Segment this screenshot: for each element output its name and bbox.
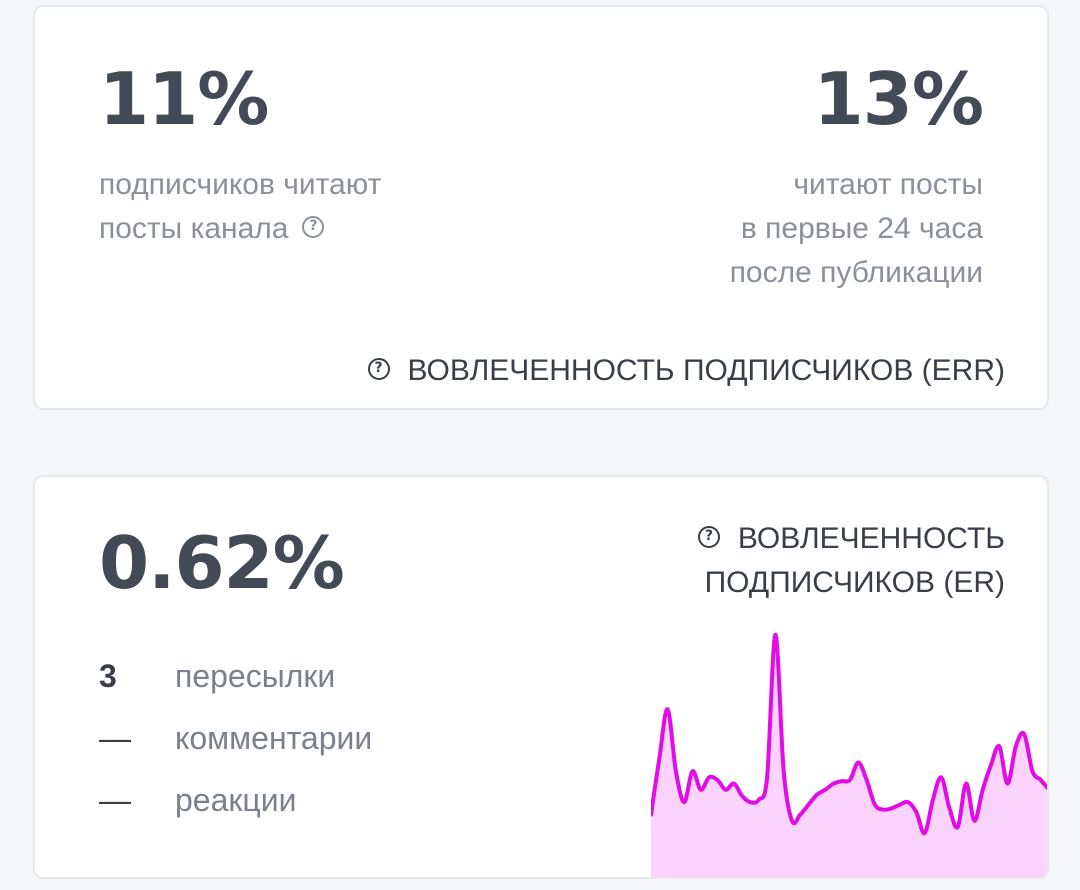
er-title-line-2: ПОДПИСЧИКОВ (ER) bbox=[704, 566, 1005, 599]
stat-comments-label: комментарии bbox=[175, 720, 373, 756]
err-card: 11% подписчиков читают посты канала? 13%… bbox=[33, 5, 1049, 410]
sparkline-area bbox=[651, 634, 1047, 877]
stat-forwards-label: пересылки bbox=[175, 658, 336, 694]
stat-forwards-value: 3 bbox=[99, 658, 117, 694]
err-left-desc-line-1: подписчиков читают bbox=[99, 168, 382, 201]
er-title-line-1-text: ВОВЛЕЧЕННОСТЬ bbox=[737, 522, 1005, 555]
question-circle-icon[interactable]: ? bbox=[302, 216, 325, 239]
err-metric-title-text: ВОВЛЕЧЕННОСТЬ ПОДПИСЧИКОВ (ERR) bbox=[407, 354, 1005, 387]
er-value: 0.62% bbox=[99, 521, 345, 605]
err-metric-title[interactable]: ? ВОВЛЕЧЕННОСТЬ ПОДПИСЧИКОВ (ERR) bbox=[367, 349, 1005, 393]
er-metric-title[interactable]: ? ВОВЛЕЧЕННОСТЬ ПОДПИСЧИКОВ (ER) bbox=[697, 517, 1005, 605]
stat-row-forwards: 3 пересылки bbox=[99, 654, 335, 698]
stat-reactions-value: — bbox=[99, 782, 131, 818]
stat-row-comments: — комментарии bbox=[99, 716, 372, 760]
stat-row-reactions: — реакции bbox=[99, 778, 296, 822]
err-left-desc-line-2: посты канала? bbox=[99, 207, 381, 251]
err-subscribers-read-desc: подписчиков читают посты канала? bbox=[99, 163, 381, 251]
err-24h-desc: читают посты в первые 24 часа после публ… bbox=[730, 163, 983, 295]
er-sparkline-chart bbox=[651, 632, 1047, 877]
er-title-line-1: ? ВОВЛЕЧЕННОСТЬ bbox=[697, 517, 1005, 561]
err-subscribers-read-value: 11% bbox=[99, 57, 269, 141]
sparkline-line bbox=[651, 632, 1047, 836]
stat-reactions-label: реакции bbox=[175, 782, 297, 818]
err-right-desc-line-1: читают посты bbox=[793, 168, 983, 201]
err-24h-value: 13% bbox=[813, 57, 984, 141]
question-circle-icon[interactable]: ? bbox=[697, 526, 720, 549]
er-card: 0.62% ? ВОВЛЕЧЕННОСТЬ ПОДПИСЧИКОВ (ER) 3 п… bbox=[33, 475, 1049, 879]
err-right-desc-line-3: после публикации bbox=[729, 256, 983, 289]
stat-comments-value: — bbox=[99, 720, 131, 756]
question-circle-icon[interactable]: ? bbox=[367, 358, 390, 381]
err-left-desc-line-2-text: посты канала bbox=[99, 212, 289, 245]
err-right-desc-line-2: в первые 24 часа bbox=[740, 212, 983, 245]
